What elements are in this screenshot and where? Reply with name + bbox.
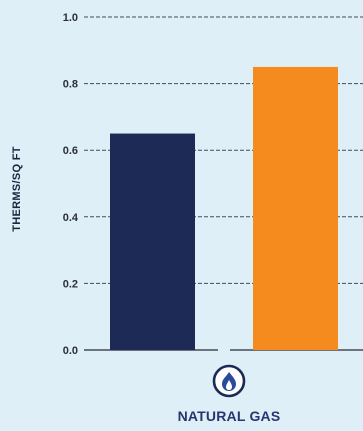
y-tick-label: 0.8 <box>63 79 78 91</box>
y-tick-label: 1.0 <box>63 12 78 24</box>
y-tick-label: 0.0 <box>63 345 78 357</box>
category-label: NATURAL GAS <box>178 408 281 424</box>
bar-2 <box>253 66 338 350</box>
bars <box>110 66 338 350</box>
flame-icon <box>212 364 246 398</box>
y-axis-ticks: 0.0 0.2 0.4 0.6 0.8 1.0 <box>63 12 79 357</box>
y-tick-label: 0.2 <box>63 278 78 290</box>
axis-break <box>218 346 230 354</box>
y-tick-label: 0.4 <box>63 212 79 224</box>
y-axis-title: THERMS/SQ FT <box>11 146 23 232</box>
bar-1 <box>110 133 195 350</box>
y-tick-label: 0.6 <box>63 145 78 157</box>
